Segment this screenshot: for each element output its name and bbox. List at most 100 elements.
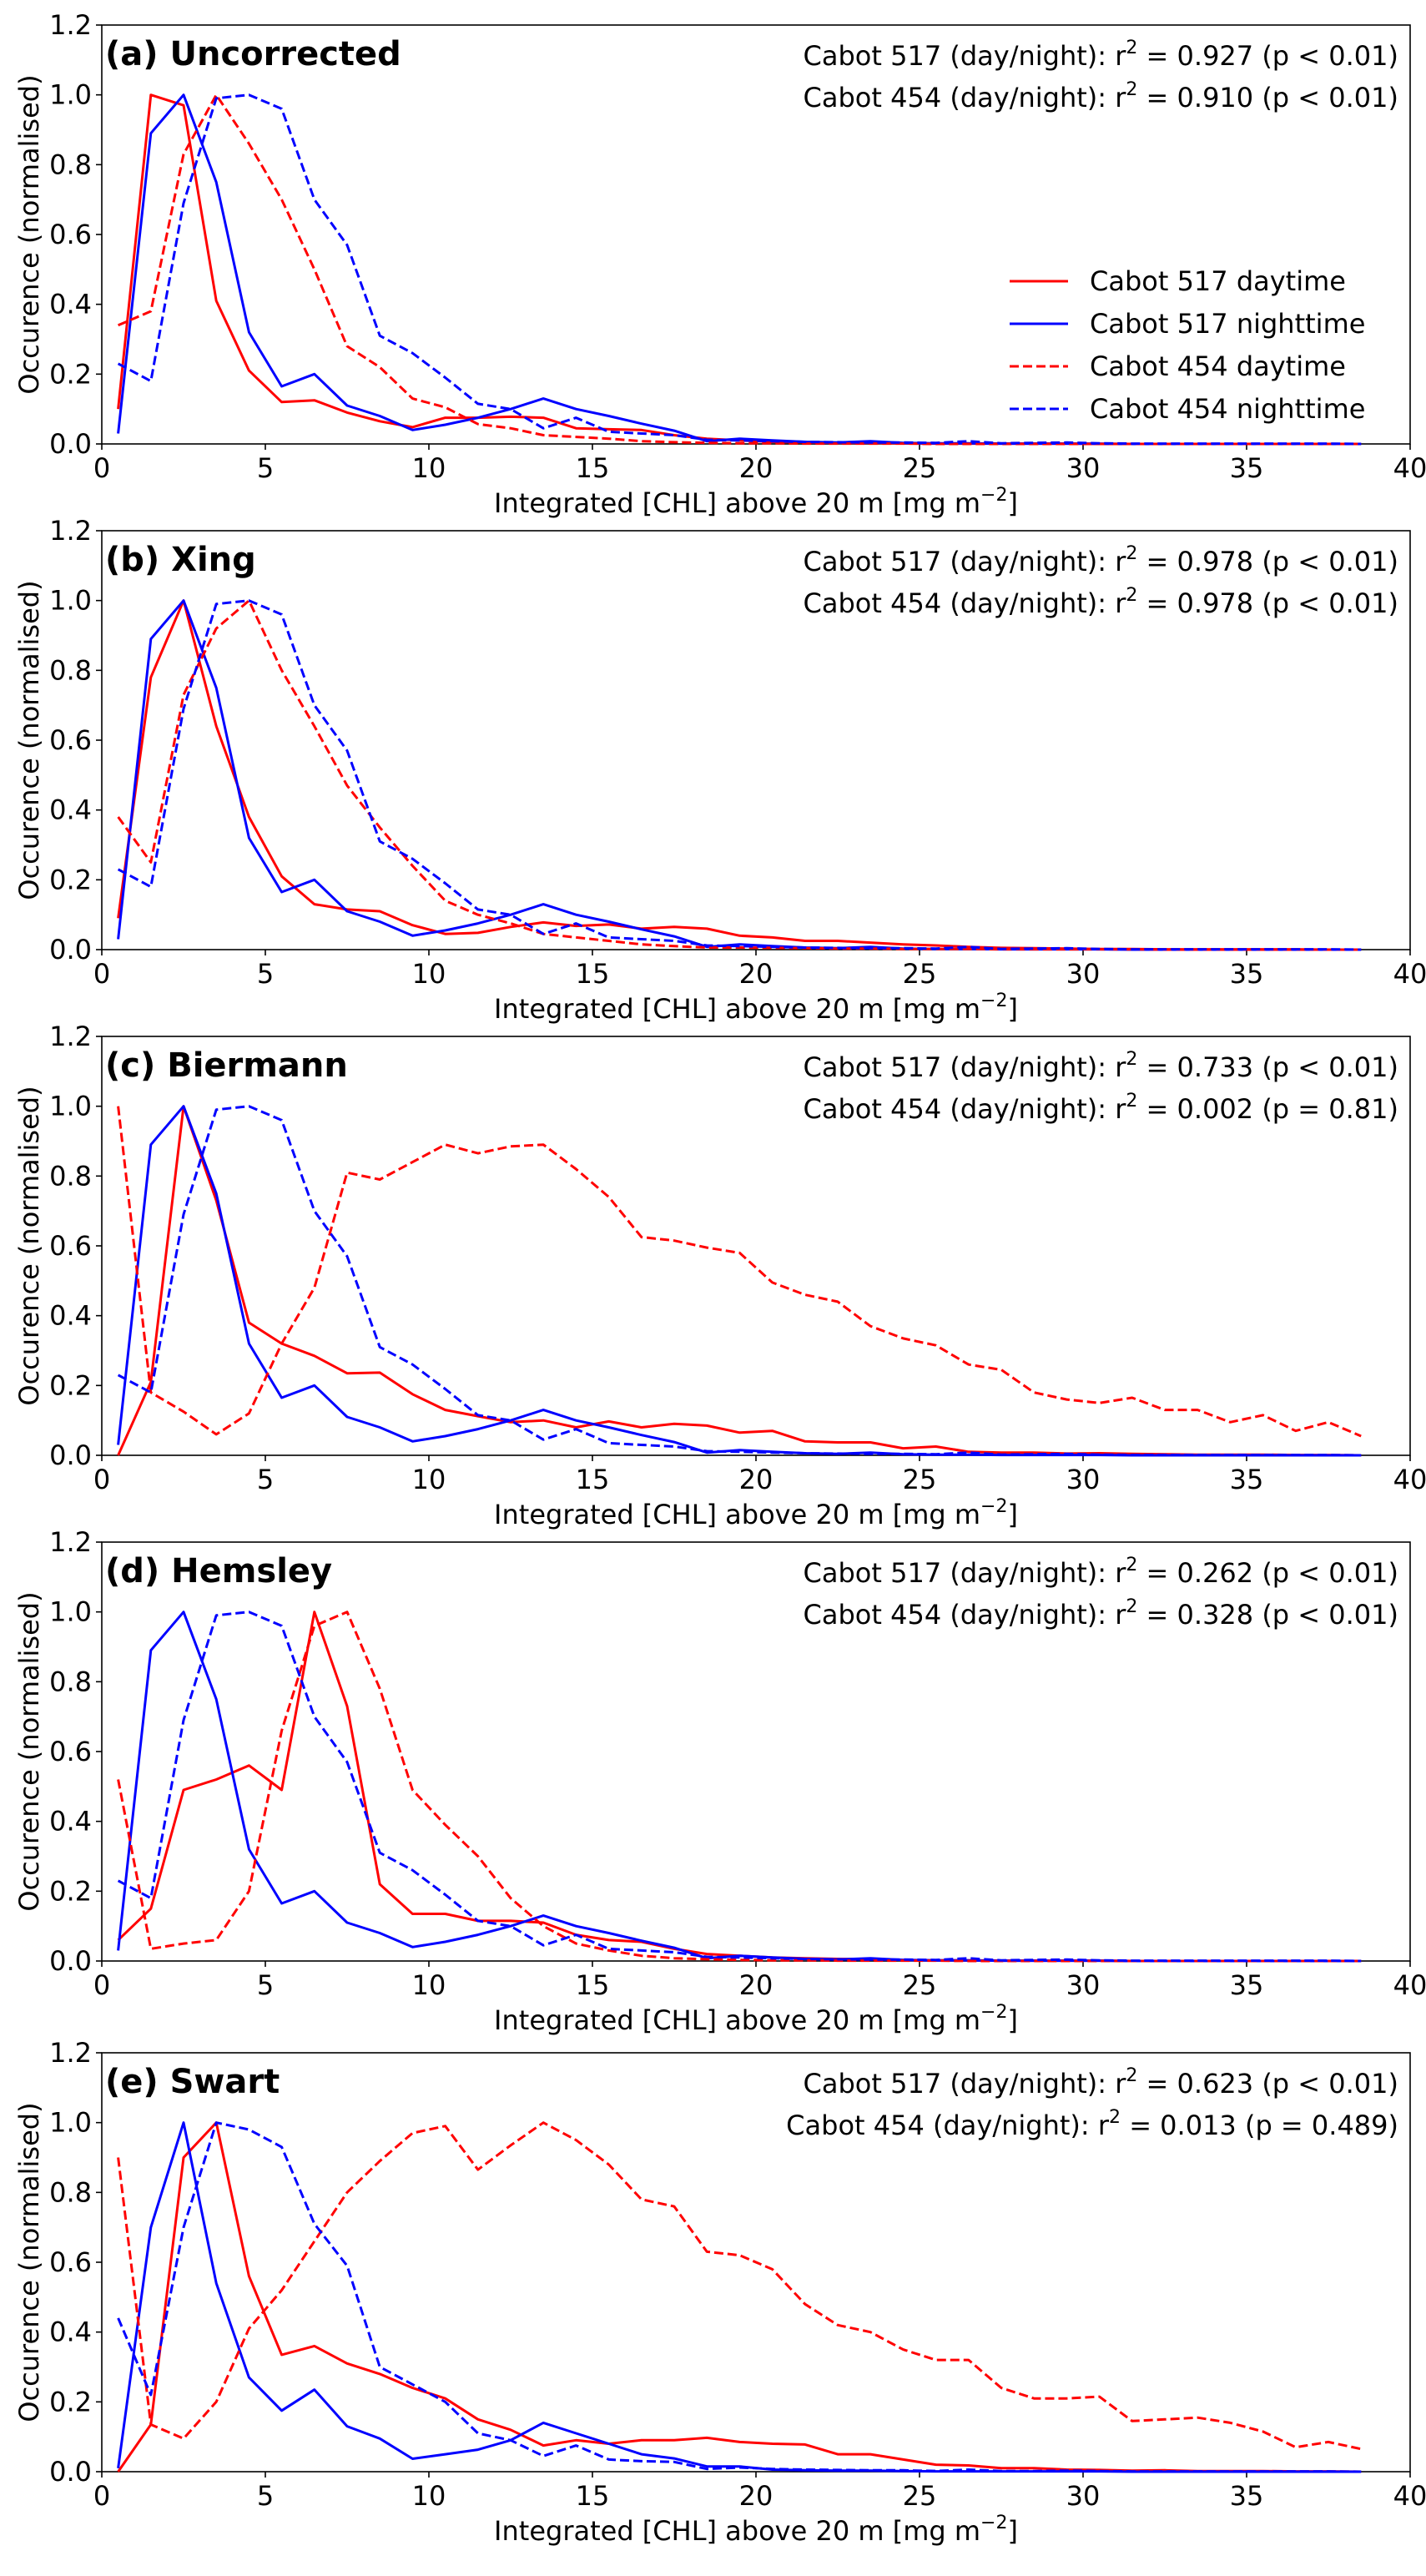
- legend-label: Cabot 517 nighttime: [1090, 308, 1365, 340]
- y-tick-label: 1.2: [49, 1526, 92, 1558]
- x-tick-label: 5: [257, 1969, 274, 2001]
- y-tick-label: 0.6: [49, 1230, 92, 1262]
- stat-suffix: = 0.623 (p < 0.01): [1137, 2068, 1398, 2100]
- stat-exponent: 2: [1126, 543, 1137, 564]
- series-line-cabot-517-daytime: [117, 1105, 1362, 1457]
- x-tick-label: 30: [1066, 1464, 1101, 1495]
- x-tick-label: 15: [576, 1969, 610, 2001]
- stat-exponent: 2: [1126, 79, 1137, 100]
- x-axis-label: Integrated [CHL] above 20 m [mg m−2]: [494, 2513, 1018, 2547]
- x-axis-label: Integrated [CHL] above 20 m [mg m−2]: [494, 991, 1018, 1025]
- x-tick-label: 15: [576, 958, 610, 990]
- x-tick-label: 35: [1230, 2480, 1264, 2512]
- stat-annotation: Cabot 517 (day/night): r2 = 0.978 (p < 0…: [804, 543, 1398, 577]
- y-tick-label: 0.0: [49, 934, 92, 965]
- x-axis-label-exponent: −2: [980, 1496, 1007, 1517]
- stat-prefix: Cabot 454 (day/night): r: [786, 2110, 1110, 2141]
- y-axis-label: Occurence (normalised): [13, 1086, 45, 1405]
- x-tick-label: 5: [257, 1464, 274, 1495]
- series-line-cabot-454-daytime: [117, 2121, 1362, 2451]
- y-tick-label: 0.6: [49, 219, 92, 250]
- stat-suffix: = 0.910 (p < 0.01): [1137, 82, 1398, 113]
- stat-suffix: = 0.013 (p = 0.489): [1121, 2110, 1398, 2141]
- panel-title: (d) Hemsley: [105, 1552, 332, 1590]
- x-tick-label: 25: [903, 1464, 937, 1495]
- y-tick-label: 0.8: [49, 654, 92, 686]
- y-tick-label: 0.6: [49, 724, 92, 756]
- stat-prefix: Cabot 454 (day/night): r: [804, 1093, 1127, 1125]
- y-tick-label: 1.0: [49, 1596, 92, 1628]
- stat-suffix: = 0.733 (p < 0.01): [1137, 1051, 1398, 1083]
- y-axis-label: Occurence (normalised): [13, 74, 45, 394]
- panel-3: 0 5 10 15 20 25 30 35 40 0.0 0.2 0.4 0.6 0.8 1.0 1.2 Occ…: [13, 1526, 1426, 2036]
- x-tick-label: 25: [903, 2480, 937, 2512]
- panel-0: 0 5 10 15 20 25 30 35 40 0.0 0.2 0.4 0.6 0.8 1.0 1.2 Occ…: [13, 9, 1426, 519]
- stat-suffix: = 0.927 (p < 0.01): [1137, 40, 1398, 72]
- y-tick-label: 0.4: [49, 794, 92, 826]
- x-axis-label-end: ]: [1007, 2515, 1017, 2547]
- series-line-cabot-517-nighttime: [117, 1611, 1362, 1963]
- stat-prefix: Cabot 517 (day/night): r: [804, 546, 1127, 577]
- x-axis-label-end: ]: [1007, 993, 1017, 1025]
- stat-suffix: = 0.978 (p < 0.01): [1137, 546, 1398, 577]
- stat-prefix: Cabot 454 (day/night): r: [804, 587, 1127, 619]
- series-line-cabot-454-daytime: [117, 599, 1362, 951]
- x-tick-label: 10: [412, 1464, 446, 1495]
- x-axis-label: Integrated [CHL] above 20 m [mg m−2]: [494, 1496, 1018, 1530]
- x-axis-label: Integrated [CHL] above 20 m [mg m−2]: [494, 2002, 1018, 2036]
- y-tick-label: 0.0: [49, 428, 92, 460]
- y-tick-label: 1.0: [49, 79, 92, 111]
- stat-exponent: 2: [1126, 1596, 1137, 1617]
- x-tick-label: 35: [1230, 958, 1264, 990]
- x-tick-label: 20: [739, 958, 773, 990]
- x-tick-label: 40: [1393, 958, 1426, 990]
- x-tick-label: 5: [257, 2480, 274, 2512]
- y-tick-label: 0.2: [49, 2386, 92, 2417]
- panel-2: 0 5 10 15 20 25 30 35 40 0.0 0.2 0.4 0.6 0.8 1.0 1.2 Occ…: [13, 1021, 1426, 1530]
- stat-annotation: Cabot 517 (day/night): r2 = 0.262 (p < 0…: [804, 1555, 1398, 1589]
- series-line-cabot-454-daytime: [118, 93, 1362, 446]
- x-tick-label: 15: [576, 2480, 610, 2512]
- x-tick-label: 35: [1230, 452, 1264, 484]
- y-tick-label: 1.2: [49, 2037, 92, 2069]
- series-line-cabot-454-nighttime: [117, 599, 1362, 951]
- x-tick-label: 10: [412, 1969, 446, 2001]
- stat-annotation: Cabot 454 (day/night): r2 = 0.978 (p < 0…: [804, 585, 1398, 619]
- x-axis-label-main: Integrated [CHL] above 20 m [mg m: [494, 487, 980, 519]
- stat-exponent: 2: [1126, 585, 1137, 606]
- x-axis-label-end: ]: [1007, 487, 1017, 519]
- x-tick-label: 10: [412, 2480, 446, 2512]
- y-tick-label: 0.4: [49, 2316, 92, 2348]
- x-tick-label: 0: [93, 452, 110, 484]
- stat-suffix: = 0.002 (p = 0.81): [1137, 1093, 1398, 1125]
- x-tick-label: 0: [93, 958, 110, 990]
- panel-title: (c) Biermann: [105, 1046, 348, 1085]
- stat-prefix: Cabot 517 (day/night): r: [804, 2068, 1127, 2100]
- legend: Cabot 517 daytime Cabot 517 nighttime Cabo…: [1010, 265, 1365, 425]
- stat-exponent: 2: [1126, 1091, 1137, 1112]
- x-tick-label: 30: [1066, 958, 1101, 990]
- x-axis-label-exponent: −2: [980, 991, 1007, 1011]
- y-tick-label: 0.0: [49, 1439, 92, 1471]
- legend-label: Cabot 454 daytime: [1090, 350, 1346, 382]
- x-axis-label-main: Integrated [CHL] above 20 m [mg m: [494, 1499, 980, 1530]
- y-tick-label: 0.2: [49, 1875, 92, 1907]
- series-line-cabot-454-nighttime: [117, 93, 1362, 446]
- y-tick-label: 0.8: [49, 149, 92, 180]
- y-tick-label: 0.2: [49, 1369, 92, 1401]
- y-tick-label: 0.8: [49, 1666, 92, 1697]
- y-tick-label: 0.4: [49, 1300, 92, 1332]
- series-line-cabot-517-nighttime: [117, 1105, 1362, 1457]
- x-tick-label: 40: [1393, 1969, 1426, 2001]
- x-axis-label-main: Integrated [CHL] above 20 m [mg m: [494, 993, 980, 1025]
- y-axis-label: Occurence (normalised): [13, 2102, 45, 2422]
- x-tick-label: 20: [739, 452, 773, 484]
- x-tick-label: 35: [1230, 1969, 1264, 2001]
- stat-suffix: = 0.262 (p < 0.01): [1137, 1557, 1398, 1589]
- x-tick-label: 25: [903, 1969, 937, 2001]
- panel-title: (b) Xing: [105, 541, 256, 579]
- x-axis-label-exponent: −2: [980, 2513, 1007, 2533]
- x-axis-label-end: ]: [1007, 2004, 1017, 2036]
- series-line-cabot-454-daytime: [117, 1611, 1362, 1963]
